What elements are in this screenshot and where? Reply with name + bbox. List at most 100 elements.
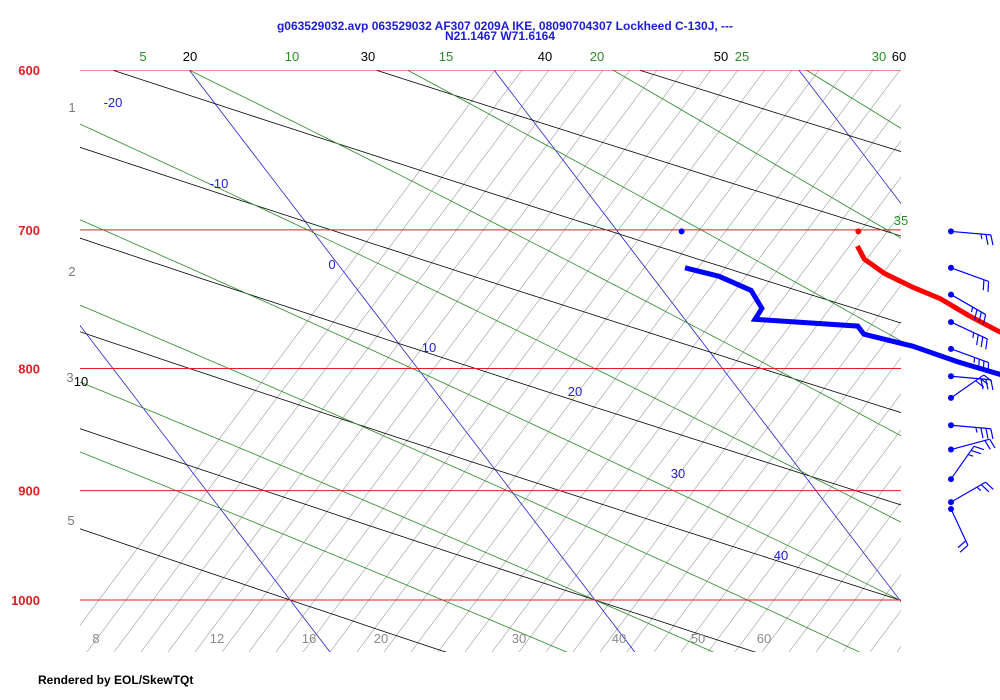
mixing-ratio-line bbox=[113, 70, 550, 652]
isotherm-label: 40 bbox=[774, 548, 788, 563]
isotherm-label: -20 bbox=[104, 95, 123, 110]
dry-adiabat-label: 30 bbox=[361, 49, 375, 64]
wind-barb-half-flag bbox=[972, 332, 975, 338]
moist-adiabat-line bbox=[80, 304, 861, 652]
mixing-ratio-line bbox=[545, 176, 901, 652]
wind-barb-flag bbox=[980, 336, 984, 348]
dewpoint-point bbox=[678, 228, 685, 235]
mixing-ratio-line bbox=[572, 212, 901, 652]
moist-adiabat-line bbox=[805, 70, 901, 129]
moist-adiabat-label: 10 bbox=[285, 49, 299, 64]
wind-barb-flag bbox=[957, 540, 967, 549]
dry-adiabat-label: 40 bbox=[538, 49, 552, 64]
isotherm-label: 30 bbox=[671, 466, 685, 481]
mixing-ratio-line bbox=[410, 70, 847, 652]
wind-barb-flag bbox=[979, 377, 989, 385]
wind-barb-flag bbox=[990, 428, 994, 440]
wind-barb-staff bbox=[950, 438, 990, 451]
background-lines bbox=[80, 53, 1000, 661]
dry-adiabat-label: 60 bbox=[892, 49, 906, 64]
wind-barb-flag bbox=[987, 362, 990, 373]
dry-adiabat-label: 20 bbox=[183, 49, 197, 64]
mixing-ratio-label: 40 bbox=[612, 631, 626, 646]
wind-barb-half-flag bbox=[980, 233, 983, 240]
dry-adiabat-line bbox=[80, 146, 901, 413]
isotherm-label: -10 bbox=[210, 176, 229, 191]
dry-adiabat-label: 50 bbox=[714, 49, 728, 64]
wind-barb-half-flag bbox=[970, 306, 974, 313]
wind-barb-flag bbox=[980, 484, 990, 493]
temperature-point bbox=[855, 228, 862, 235]
mixing-ratio-line bbox=[86, 70, 523, 652]
wind-barb-staff bbox=[950, 294, 986, 316]
wind-barb-staff bbox=[950, 424, 991, 430]
wind-barb-flag bbox=[980, 427, 984, 439]
wind-barb-staff bbox=[950, 445, 975, 480]
wind-barb-flag bbox=[989, 438, 996, 449]
wind-barb-flag bbox=[983, 374, 993, 382]
axis-labels: 600 700 800 900 1000 -20 -10 0 10 20 30 40 20 30 40 50 6… bbox=[11, 49, 908, 646]
wind-barb-half-flag bbox=[968, 453, 974, 457]
isotherm-line bbox=[493, 70, 901, 603]
mixing-ratio-line bbox=[194, 70, 631, 652]
wind-barb-flag bbox=[990, 234, 994, 246]
wind-barb-flag bbox=[984, 440, 991, 450]
wind-barb-flag bbox=[977, 359, 980, 370]
wind-barb-flag bbox=[973, 309, 978, 320]
mixing-ratio-line bbox=[626, 284, 901, 652]
wind-barb-staff bbox=[950, 481, 986, 503]
mixing-ratio-label: 60 bbox=[757, 631, 771, 646]
wind-barb-flag bbox=[985, 379, 989, 390]
mixing-ratio-label: 30 bbox=[512, 631, 526, 646]
isobar-label: 600 bbox=[18, 63, 40, 78]
wind-barb-half-flag bbox=[976, 486, 982, 492]
mixing-ratio-line bbox=[437, 70, 874, 652]
wind-barb-flag bbox=[959, 544, 969, 553]
wind-barb-flag bbox=[985, 481, 994, 490]
height-km-label: 1 bbox=[68, 100, 75, 115]
mixing-ratio-line bbox=[329, 70, 766, 652]
mixing-ratio-line bbox=[869, 610, 901, 652]
dry-adiabat-line bbox=[80, 428, 757, 652]
isotherm-line bbox=[798, 70, 901, 205]
dry-adiabat-line bbox=[80, 528, 447, 652]
wind-barbs bbox=[948, 228, 996, 553]
dry-adiabat-line bbox=[80, 331, 901, 601]
height-km-label: 3 bbox=[66, 370, 73, 385]
temperature-trace bbox=[855, 244, 1000, 335]
mixing-ratio-line bbox=[491, 104, 901, 652]
moist-adiabat-line bbox=[80, 451, 568, 652]
mixing-ratio-line bbox=[383, 70, 820, 652]
isotherm-label: 20 bbox=[568, 384, 582, 399]
moist-adiabat-label: 30 bbox=[872, 49, 886, 64]
moist-adiabat-line bbox=[611, 70, 901, 239]
mixing-ratio-line bbox=[707, 393, 901, 652]
isotherm-line bbox=[188, 70, 636, 652]
mixing-ratio-line bbox=[599, 248, 901, 652]
wind-barb-staff bbox=[950, 321, 988, 340]
wind-barb-staff bbox=[950, 374, 985, 399]
isotherm-line bbox=[80, 324, 331, 652]
sounding-profiles bbox=[678, 228, 1000, 377]
height-km-label: 5 bbox=[67, 513, 74, 528]
wind-barb-flag bbox=[976, 334, 979, 346]
moist-adiabat-line bbox=[80, 123, 901, 523]
isobar-label: 800 bbox=[18, 361, 40, 376]
wind-barb-staff bbox=[950, 508, 969, 546]
dry-adiabat-line bbox=[846, 53, 1000, 661]
wind-barb-flag bbox=[985, 428, 989, 439]
mixing-ratio-line bbox=[788, 501, 901, 652]
dry-adiabat-line bbox=[111, 70, 901, 324]
isotherm-label: 0 bbox=[328, 257, 335, 272]
wind-barb-flag bbox=[982, 314, 987, 325]
mixing-ratio-line bbox=[80, 70, 496, 626]
mixing-ratio-label: 12 bbox=[210, 631, 224, 646]
wind-barb-flag bbox=[975, 380, 985, 388]
mixing-ratio-line bbox=[302, 70, 739, 652]
dewpoint-trace bbox=[684, 265, 1000, 377]
wind-barb-flag bbox=[987, 281, 990, 292]
mixing-ratio-line bbox=[842, 573, 901, 652]
mixing-ratio-line bbox=[464, 70, 901, 652]
moist-adiabat-line bbox=[80, 219, 901, 602]
mixing-ratio-line bbox=[275, 70, 712, 652]
